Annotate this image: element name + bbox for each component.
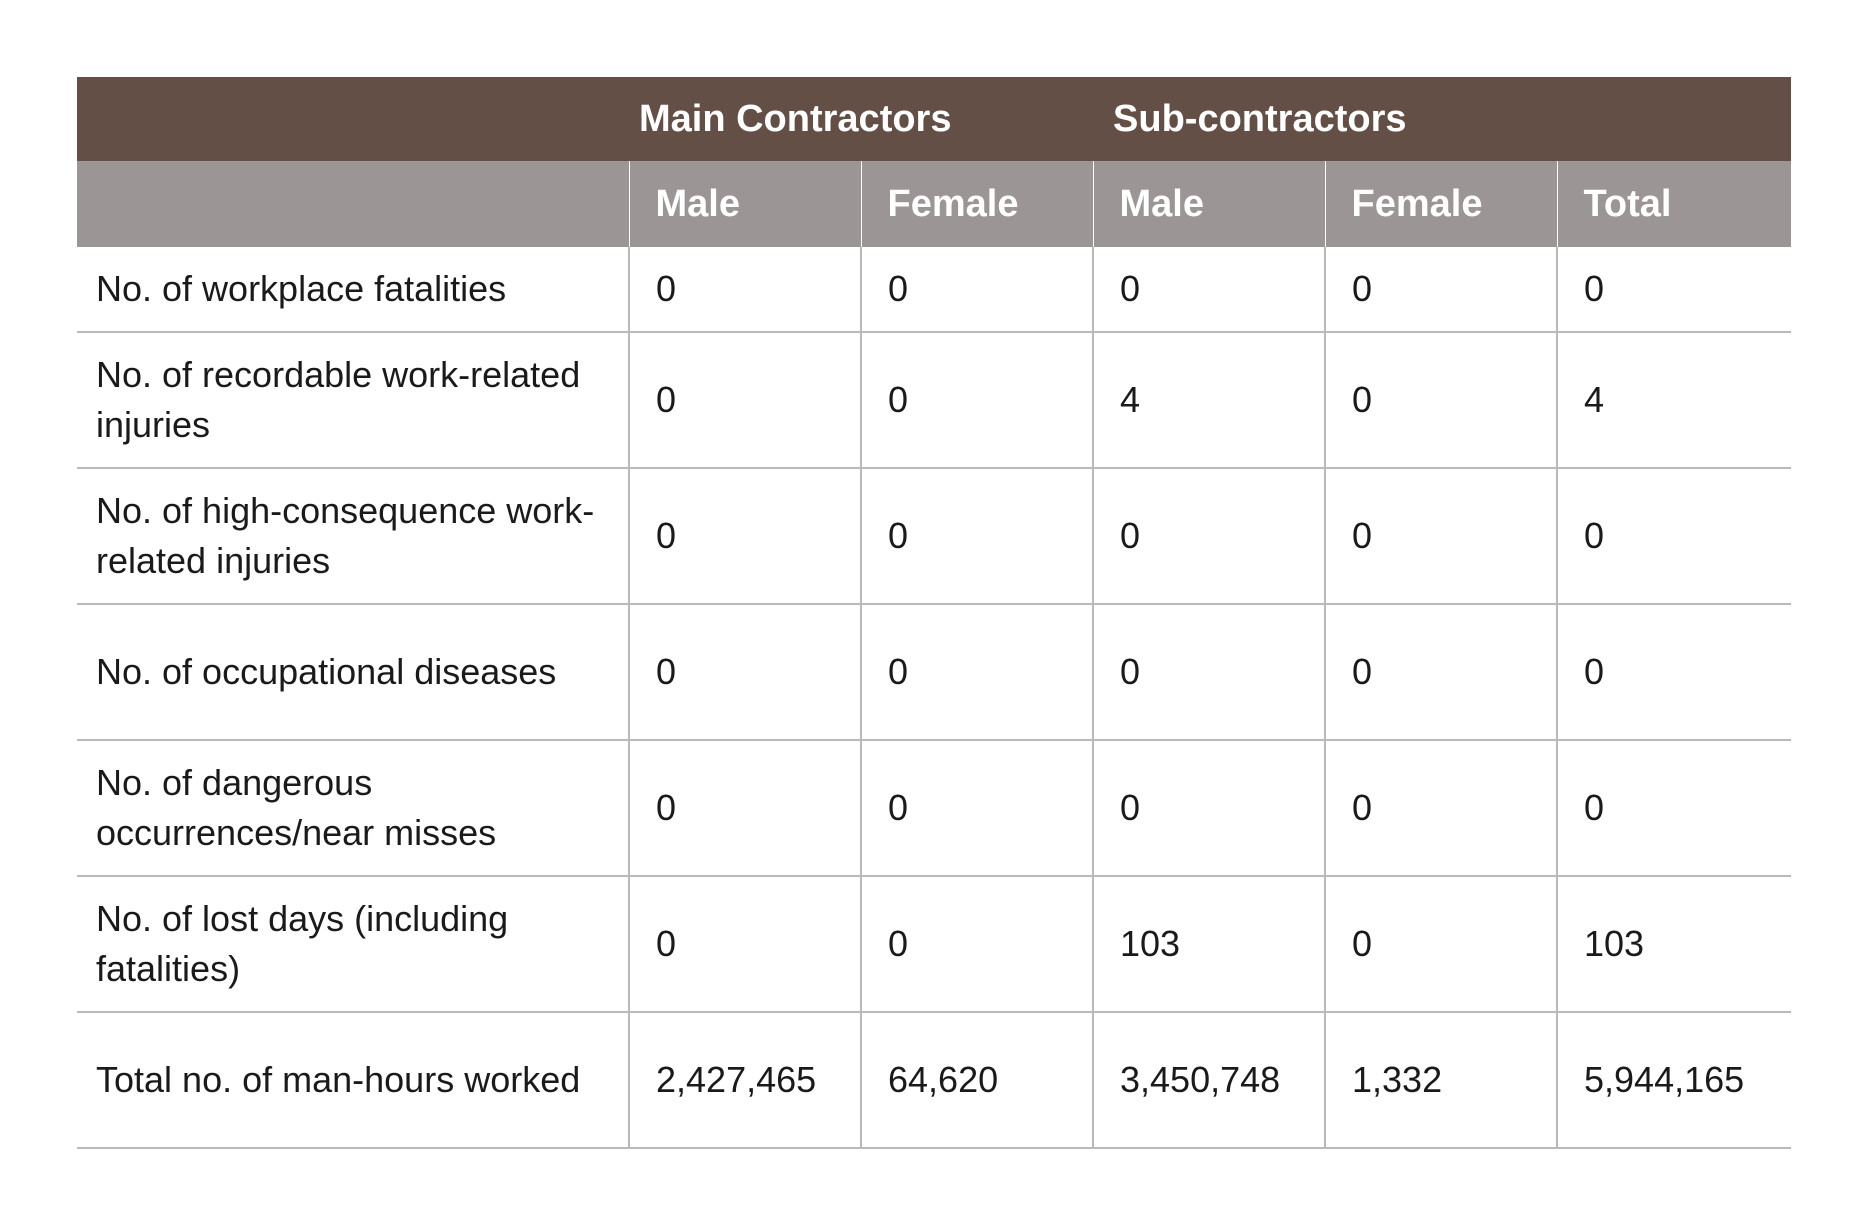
cell-main-male: 0 bbox=[628, 740, 861, 877]
cell-sub-female: 1,332 bbox=[1324, 1012, 1558, 1149]
cell-total: 0 bbox=[1556, 468, 1792, 605]
row-label: No. of dangerous occurrences/near misses bbox=[77, 740, 629, 877]
cell-main-female: 0 bbox=[859, 604, 1094, 741]
cell-sub-female: 0 bbox=[1324, 247, 1558, 333]
sub-header-main-male: Male bbox=[628, 161, 861, 247]
row-label: Total no. of man-hours worked bbox=[77, 1012, 629, 1149]
table-row-lost-days: No. of lost days (including fatalities) … bbox=[77, 876, 1792, 1013]
cell-total: 4 bbox=[1556, 332, 1792, 469]
cell-main-male: 2,427,465 bbox=[628, 1012, 861, 1149]
cell-main-male: 0 bbox=[628, 604, 861, 741]
cell-sub-male: 4 bbox=[1092, 332, 1326, 469]
row-label: No. of occupational diseases bbox=[77, 604, 629, 741]
cell-sub-male: 0 bbox=[1092, 604, 1326, 741]
group-header-sub-contractors: Sub-contractors bbox=[1093, 77, 1792, 161]
cell-main-male: 0 bbox=[628, 468, 861, 605]
group-header-main-contractors: Main Contractors bbox=[629, 77, 1094, 161]
cell-main-male: 0 bbox=[628, 332, 861, 469]
cell-sub-male: 3,450,748 bbox=[1092, 1012, 1326, 1149]
sub-header-sub-female: Female bbox=[1324, 161, 1558, 247]
sub-header-total: Total bbox=[1556, 161, 1792, 247]
cell-main-male: 0 bbox=[628, 247, 861, 333]
cell-total: 103 bbox=[1556, 876, 1792, 1013]
table-row-fatalities: No. of workplace fatalities 0 0 0 0 0 bbox=[77, 247, 1792, 333]
cell-sub-female: 0 bbox=[1324, 604, 1558, 741]
cell-sub-female: 0 bbox=[1324, 876, 1558, 1013]
cell-total: 0 bbox=[1556, 247, 1792, 333]
table-row-man-hours: Total no. of man-hours worked 2,427,465 … bbox=[77, 1012, 1792, 1149]
cell-main-female: 0 bbox=[859, 740, 1094, 877]
sub-header-main-female: Female bbox=[860, 161, 1094, 247]
cell-total: 0 bbox=[1556, 740, 1792, 877]
group-header-empty bbox=[77, 77, 629, 161]
table-row-dangerous-occurrences: No. of dangerous occurrences/near misses… bbox=[77, 740, 1792, 877]
table-row-recordable-injuries: No. of recordable work-related injuries … bbox=[77, 332, 1792, 469]
safety-statistics-table-container: Main Contractors Sub-contractors Male Fe… bbox=[77, 77, 1792, 1149]
cell-main-male: 0 bbox=[628, 876, 861, 1013]
cell-main-female: 0 bbox=[859, 876, 1094, 1013]
table-row-high-consequence-injuries: No. of high-consequence work-related inj… bbox=[77, 468, 1792, 605]
cell-sub-male: 0 bbox=[1092, 247, 1326, 333]
group-header-row: Main Contractors Sub-contractors bbox=[77, 77, 1792, 161]
cell-sub-female: 0 bbox=[1324, 468, 1558, 605]
sub-header-sub-male: Male bbox=[1092, 161, 1326, 247]
cell-sub-female: 0 bbox=[1324, 332, 1558, 469]
row-label: No. of lost days (including fatalities) bbox=[77, 876, 629, 1013]
row-label: No. of high-consequence work-related inj… bbox=[77, 468, 629, 605]
cell-sub-female: 0 bbox=[1324, 740, 1558, 877]
cell-total: 0 bbox=[1556, 604, 1792, 741]
row-label: No. of workplace fatalities bbox=[77, 247, 629, 333]
cell-main-female: 64,620 bbox=[859, 1012, 1094, 1149]
row-label: No. of recordable work-related injuries bbox=[77, 332, 629, 469]
cell-total: 5,944,165 bbox=[1556, 1012, 1792, 1149]
table-row-occupational-diseases: No. of occupational diseases 0 0 0 0 0 bbox=[77, 604, 1792, 741]
cell-main-female: 0 bbox=[859, 332, 1094, 469]
cell-main-female: 0 bbox=[859, 247, 1094, 333]
cell-sub-male: 0 bbox=[1092, 740, 1326, 877]
cell-sub-male: 0 bbox=[1092, 468, 1326, 605]
safety-statistics-table: Main Contractors Sub-contractors Male Fe… bbox=[77, 77, 1792, 1149]
cell-sub-male: 103 bbox=[1092, 876, 1326, 1013]
sub-header-row: Male Female Male Female Total bbox=[77, 161, 1792, 247]
sub-header-empty bbox=[77, 161, 629, 247]
cell-main-female: 0 bbox=[859, 468, 1094, 605]
